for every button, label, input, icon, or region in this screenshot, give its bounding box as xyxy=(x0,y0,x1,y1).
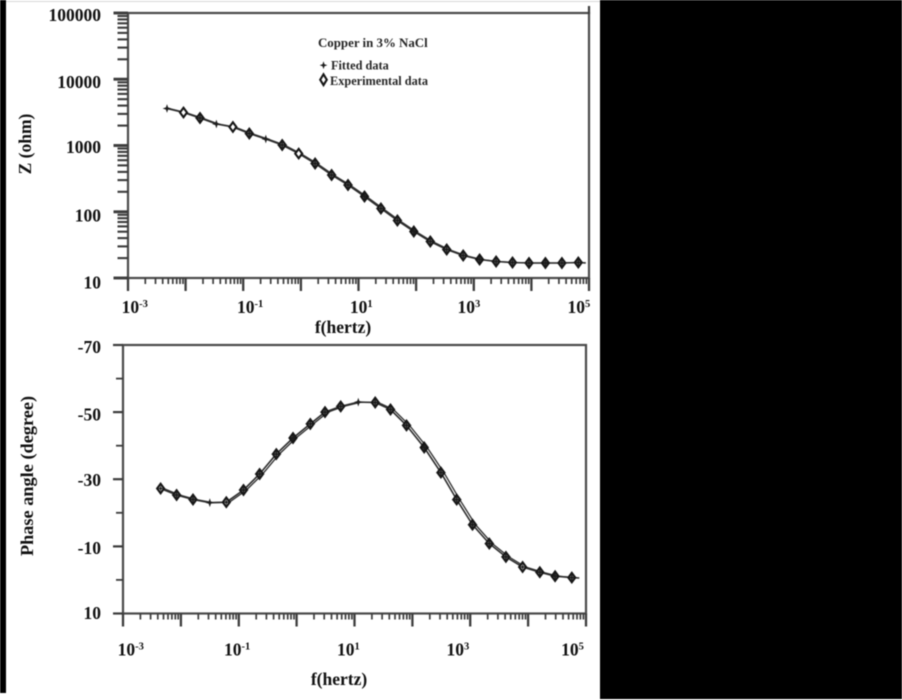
svg-text:103: 103 xyxy=(458,297,481,317)
svg-text:10000: 10000 xyxy=(57,72,101,92)
svg-text:Experimental data: Experimental data xyxy=(330,74,428,88)
svg-text:105: 105 xyxy=(568,297,591,317)
svg-text:101: 101 xyxy=(337,640,360,660)
svg-text:105: 105 xyxy=(561,640,584,660)
svg-text:Copper in 3% NaCl: Copper in 3% NaCl xyxy=(318,36,428,50)
svg-text:Phase angle (degree): Phase angle (degree) xyxy=(17,396,38,556)
svg-text:f(hertz): f(hertz) xyxy=(311,669,368,689)
svg-text:100000: 100000 xyxy=(49,5,102,25)
svg-text:Z (ohm): Z (ohm) xyxy=(15,113,35,174)
svg-text:f(hertz): f(hertz) xyxy=(315,317,372,337)
svg-text:10: 10 xyxy=(84,272,102,292)
svg-text:-70: -70 xyxy=(78,337,102,357)
svg-text:100: 100 xyxy=(75,205,102,225)
svg-text:103: 103 xyxy=(447,640,470,660)
svg-text:-30: -30 xyxy=(78,470,102,490)
svg-text:101: 101 xyxy=(350,297,373,317)
svg-text:-50: -50 xyxy=(78,404,102,424)
svg-text:-10: -10 xyxy=(78,538,102,558)
svg-text:Fitted data: Fitted data xyxy=(331,58,389,72)
svg-text:10: 10 xyxy=(84,603,102,623)
svg-text:1000: 1000 xyxy=(66,137,101,157)
